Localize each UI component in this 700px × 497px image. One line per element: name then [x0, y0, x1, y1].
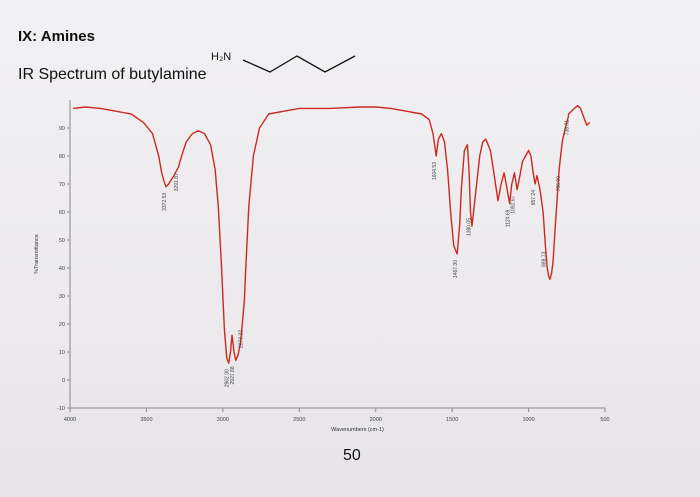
carbon-chain [242, 55, 356, 73]
y-tick-label: 40 [59, 266, 65, 272]
peak-label: 1092.67 [511, 195, 517, 213]
y-tick-label: 30 [59, 294, 65, 300]
x-tick-label: 3000 [217, 417, 229, 423]
x-tick-label: 2000 [370, 417, 382, 423]
peak-label: 796.00 [556, 176, 562, 192]
peak-label: 1604.53 [432, 162, 438, 180]
axes-layer: 4000 3500 3000 2500 2000 1500 1000 500908070605… [34, 100, 610, 433]
ir-spectrum-chart: 4000 3500 3000 2500 2000 1500 1000 500908070605… [34, 100, 610, 433]
slide-title: IX: Amines [18, 28, 95, 45]
peak-label: 1467.30 [453, 260, 459, 278]
x-tick-label: 3500 [140, 417, 152, 423]
y-axis-title: %Transmittance [34, 234, 40, 274]
y-tick-label: 60 [59, 210, 65, 216]
y-tick-label: 10 [59, 350, 65, 356]
slide-subtitle: IR Spectrum of butylamine [18, 66, 207, 83]
peak-label: 738.01 [565, 120, 571, 136]
peak-label: 2962.30 [225, 369, 231, 387]
peak-label: 2873.22 [238, 330, 244, 348]
y-tick-label: -10 [57, 406, 65, 412]
spectrum-trace [73, 104, 591, 364]
amine-group-label: H₂N [211, 51, 231, 63]
x-tick-label: 500 [600, 417, 609, 423]
peak-label: 3372.53 [162, 193, 168, 211]
x-tick-label: 1000 [522, 417, 534, 423]
peak-labels-layer: 3372.53 3291.87 2962.30 2927.88 2873.22 1604.… [162, 120, 571, 387]
peak-label: 888.73 [542, 251, 548, 267]
x-axis-title: Wavenumbers (cm-1) [331, 427, 384, 433]
peak-label: 3291.87 [174, 173, 180, 191]
y-tick-label: 20 [59, 322, 65, 328]
butylamine-structure: H₂N [211, 51, 356, 73]
series-layer [73, 104, 591, 364]
peak-label: 1380.05 [466, 218, 472, 236]
y-tick-label: 70 [59, 182, 65, 188]
x-tick-label: 4000 [64, 417, 76, 423]
peak-label: 957.24 [531, 190, 537, 206]
peak-label: 1124.69 [506, 209, 512, 227]
x-tick-label: 1500 [446, 417, 458, 423]
peak-label: 2927.88 [230, 366, 236, 384]
page-number: 50 [343, 447, 361, 464]
y-tick-label: 0 [62, 378, 65, 384]
y-tick-label: 50 [59, 238, 65, 244]
y-tick-label: 80 [59, 154, 65, 160]
x-tick-label: 2500 [293, 417, 305, 423]
y-tick-label: 90 [59, 126, 65, 132]
